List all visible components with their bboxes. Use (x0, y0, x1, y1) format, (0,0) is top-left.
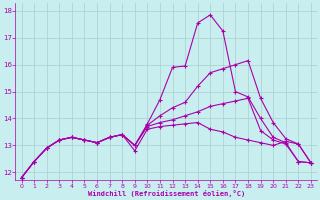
X-axis label: Windchill (Refroidissement éolien,°C): Windchill (Refroidissement éolien,°C) (88, 190, 245, 197)
